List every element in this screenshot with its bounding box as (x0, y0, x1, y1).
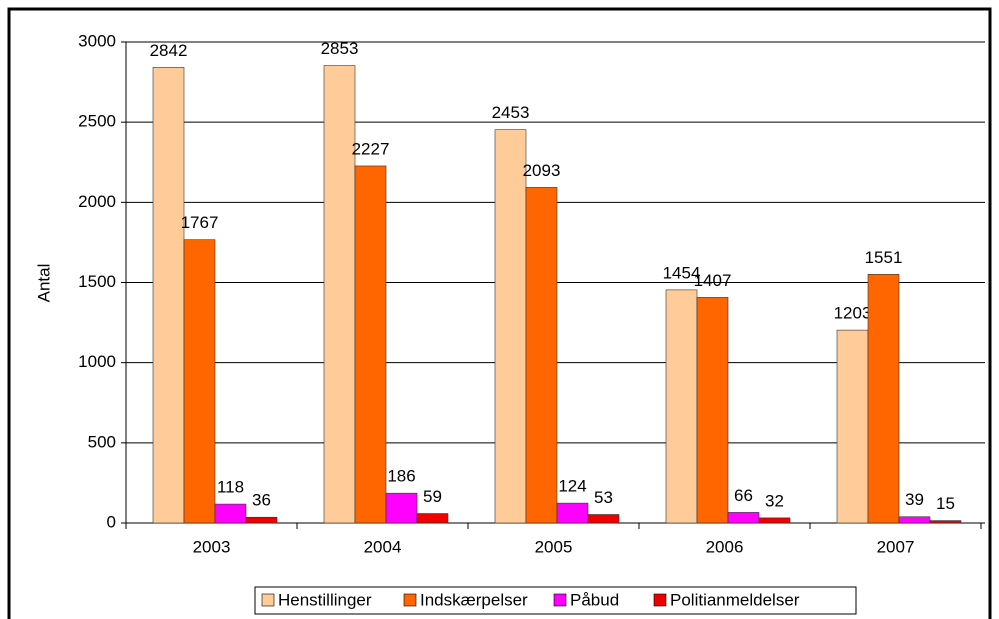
y-tick-label: 500 (88, 432, 116, 451)
y-tick-label: 0 (107, 512, 116, 531)
y-tick-label: 3000 (78, 31, 116, 50)
legend-swatch (261, 593, 275, 607)
bar (323, 65, 356, 524)
data-label: 186 (387, 467, 415, 486)
x-tick-label: 2006 (706, 537, 744, 556)
data-label: 1767 (181, 213, 219, 232)
data-label: 1407 (694, 271, 732, 290)
bar (929, 520, 962, 524)
y-tick-label: 2500 (78, 112, 116, 131)
frame (7, 7, 992, 619)
legend-swatch (553, 593, 567, 607)
data-label: 2842 (150, 41, 188, 60)
bar (525, 187, 558, 524)
legend-label: Politianmeldelser (670, 590, 800, 609)
bar (152, 67, 185, 524)
bar (587, 514, 620, 524)
data-label: 1551 (865, 248, 903, 267)
bar (665, 289, 698, 524)
y-axis-title: Antal (34, 264, 53, 303)
data-label: 59 (423, 487, 442, 506)
data-label: 118 (217, 478, 244, 497)
data-label: 2453 (492, 103, 530, 122)
legend-label: Henstillinger (278, 590, 372, 609)
bar (183, 239, 216, 524)
y-tick-label: 1000 (78, 352, 116, 371)
bar (385, 492, 418, 524)
data-label: 53 (594, 488, 613, 507)
x-tick-label: 2003 (193, 537, 231, 556)
legend-swatch (403, 593, 417, 607)
bar (867, 274, 900, 524)
y-tick-label: 1500 (78, 272, 116, 291)
data-label: 1203 (834, 304, 872, 323)
legend-label: Indskærpelser (420, 590, 528, 609)
bar (416, 513, 449, 524)
x-tick-label: 2007 (877, 537, 915, 556)
legend-label: Påbud (570, 590, 619, 609)
data-label: 15 (936, 494, 955, 513)
x-tick-label: 2004 (364, 537, 402, 556)
bar (494, 129, 527, 524)
data-label: 1454 (663, 263, 701, 282)
bar (898, 516, 931, 524)
data-label: 2093 (523, 161, 561, 180)
data-label: 2853 (321, 39, 359, 58)
y-tick-label: 2000 (78, 192, 116, 211)
bar (556, 502, 589, 524)
x-tick-label: 2005 (535, 537, 573, 556)
legend-swatch (653, 593, 667, 607)
data-label: 66 (734, 486, 753, 505)
data-label: 32 (765, 491, 784, 510)
data-label: 124 (558, 477, 586, 496)
bar (245, 516, 278, 524)
bar (354, 165, 387, 524)
data-label: 39 (905, 490, 924, 509)
data-label: 36 (252, 491, 271, 510)
bar (214, 503, 247, 524)
bar (836, 329, 869, 524)
bar (727, 512, 760, 524)
bar (696, 297, 729, 524)
data-label: 2227 (352, 139, 390, 158)
bar (758, 517, 791, 524)
